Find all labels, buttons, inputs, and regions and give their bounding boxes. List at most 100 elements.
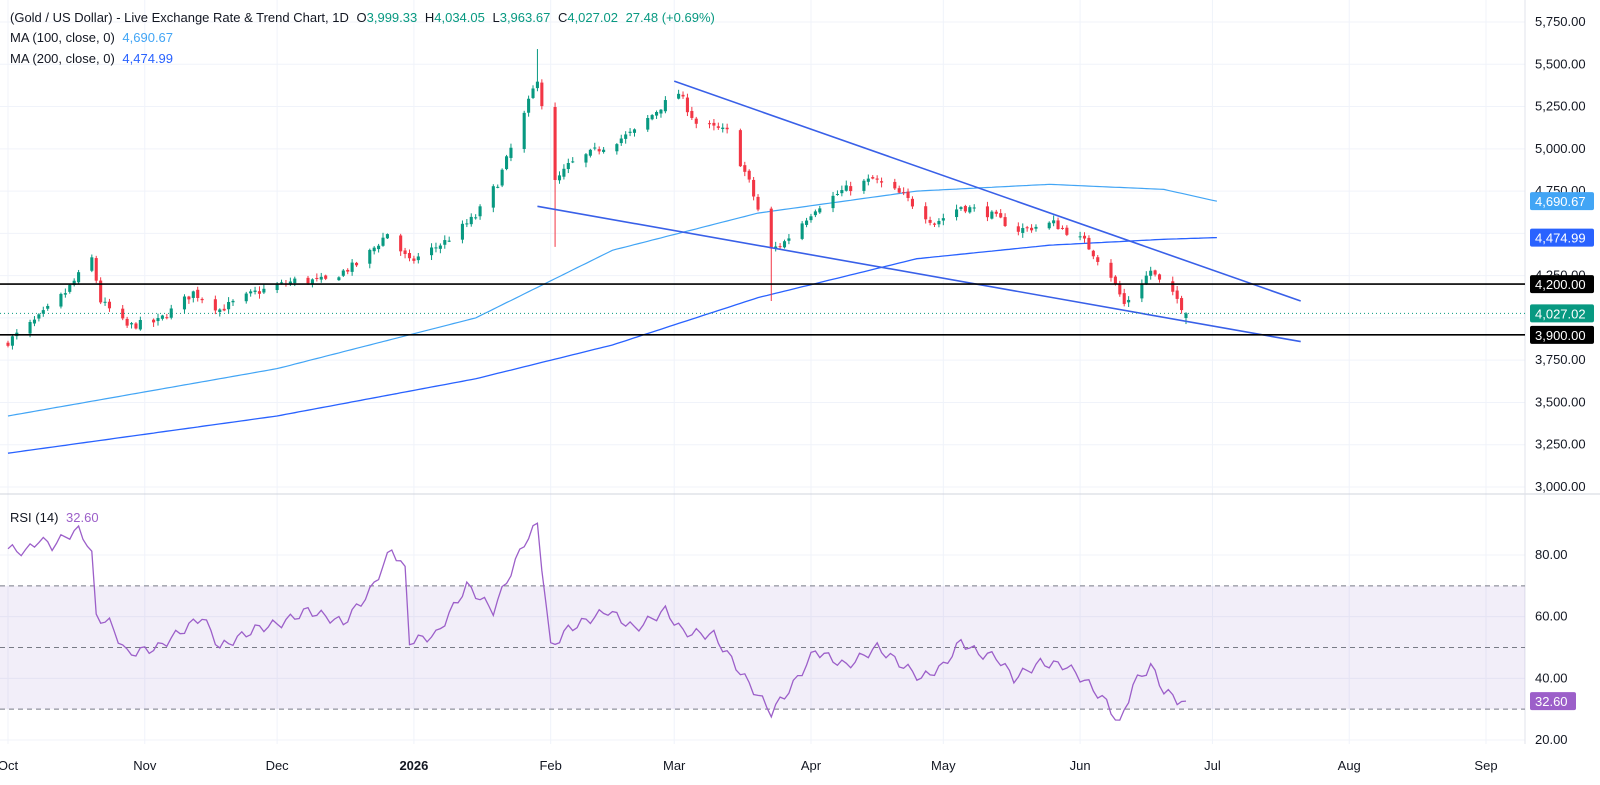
- candle-body: [337, 277, 341, 281]
- candle-body: [615, 144, 619, 152]
- candle-body: [650, 115, 654, 120]
- candle-body: [738, 130, 742, 167]
- candle-body: [196, 289, 200, 299]
- candle-body: [200, 298, 204, 301]
- candle-body: [712, 122, 716, 126]
- ma200-legend[interactable]: MA (200, close, 0) 4,474.99: [10, 51, 177, 66]
- candle-body: [257, 291, 262, 294]
- candle-body: [350, 262, 354, 272]
- ma100-legend[interactable]: MA (100, close, 0) 4,690.67: [10, 30, 177, 45]
- price-tag: [1530, 192, 1594, 211]
- candle-body: [893, 181, 897, 189]
- month-tick-label: Apr: [801, 758, 822, 773]
- candle-body: [1052, 220, 1056, 224]
- candle-body: [1127, 299, 1131, 303]
- candle-body: [659, 109, 663, 114]
- candle-body: [663, 100, 667, 112]
- candle-body: [1153, 270, 1157, 275]
- candle-body: [690, 110, 694, 118]
- rsi-tag: [1530, 692, 1576, 711]
- low-value: 3,963.67: [499, 10, 551, 25]
- price-tick-label: 5,750.00: [1535, 14, 1586, 29]
- candle-body: [244, 293, 248, 302]
- candle-body: [46, 305, 50, 309]
- candle-body: [531, 88, 535, 98]
- candle-body: [306, 277, 310, 284]
- candle-body: [403, 250, 407, 255]
- candle-body: [460, 223, 464, 240]
- candle-body: [319, 276, 323, 280]
- price-tick-label: 5,000.00: [1535, 141, 1586, 156]
- candle-body: [1087, 237, 1091, 250]
- candle-body: [646, 117, 650, 130]
- candle-body: [844, 185, 848, 191]
- candle-body: [465, 223, 469, 225]
- candle-body: [107, 301, 112, 309]
- candle-body: [346, 269, 350, 272]
- candle-body: [906, 191, 910, 198]
- rsi-tag-text: 32.60: [1535, 694, 1568, 709]
- price-tag: [1530, 325, 1594, 344]
- candle-body: [77, 272, 81, 283]
- candle-body: [354, 262, 359, 266]
- candle-body: [90, 257, 94, 271]
- candle-body: [407, 252, 412, 259]
- candle-body: [999, 213, 1003, 218]
- ma100-label: MA (100, close, 0): [10, 30, 115, 45]
- candle-body: [1091, 250, 1095, 257]
- candle-body: [152, 319, 156, 323]
- candle-body: [156, 318, 160, 322]
- candle-body: [213, 299, 217, 311]
- candle-body: [769, 208, 773, 249]
- candle-body: [1149, 270, 1153, 276]
- candle-body: [787, 238, 791, 241]
- candle-body: [778, 246, 782, 248]
- price-tag-text: 3,900.00: [1535, 328, 1586, 343]
- month-tick-label: 2026: [399, 758, 428, 773]
- candle-body: [805, 220, 809, 225]
- rsi-tick-label: 80.00: [1535, 547, 1568, 562]
- rsi-tick-label: 40.00: [1535, 670, 1568, 685]
- candle-body: [619, 138, 623, 144]
- candle-body: [632, 129, 637, 133]
- candle-body: [94, 258, 98, 281]
- price-tick-label: 3,250.00: [1535, 437, 1586, 452]
- candle-body: [725, 127, 729, 130]
- candle-body: [588, 149, 592, 156]
- rsi-line: [7, 522, 1187, 721]
- candle-body: [1175, 290, 1179, 299]
- candle-body: [10, 336, 14, 346]
- candle-body: [813, 211, 817, 216]
- candle-body: [231, 300, 235, 303]
- candle-body: [1122, 293, 1126, 304]
- chart-title: (Gold / US Dollar) - Live Exchange Rate …: [10, 10, 349, 25]
- candle-body: [774, 246, 778, 249]
- candle-body: [28, 321, 32, 334]
- candle-body: [1109, 262, 1113, 278]
- candle-body: [182, 296, 187, 310]
- candle-body: [1184, 313, 1188, 319]
- candle-body: [562, 168, 566, 177]
- candle-body: [1065, 227, 1069, 235]
- rsi-legend[interactable]: RSI (14) 32.60: [10, 510, 103, 525]
- candle-body: [681, 94, 685, 97]
- candle-body: [218, 309, 222, 313]
- candle-body: [187, 296, 191, 300]
- candle-body: [372, 247, 376, 252]
- candle-body: [1144, 275, 1148, 284]
- candle-body: [809, 216, 813, 221]
- open-value: 3,999.33: [366, 10, 418, 25]
- candle-body: [324, 275, 328, 279]
- candle-body: [1030, 227, 1034, 231]
- low-label: L: [492, 10, 500, 25]
- candle-body: [249, 291, 253, 294]
- candle-body: [438, 245, 442, 249]
- candle-body: [707, 123, 712, 125]
- candle-body: [1034, 226, 1038, 229]
- candle-body: [924, 206, 928, 220]
- candle-body: [1140, 284, 1144, 299]
- candle-body: [68, 284, 72, 292]
- candle-body: [262, 288, 266, 293]
- candle-body: [593, 147, 597, 149]
